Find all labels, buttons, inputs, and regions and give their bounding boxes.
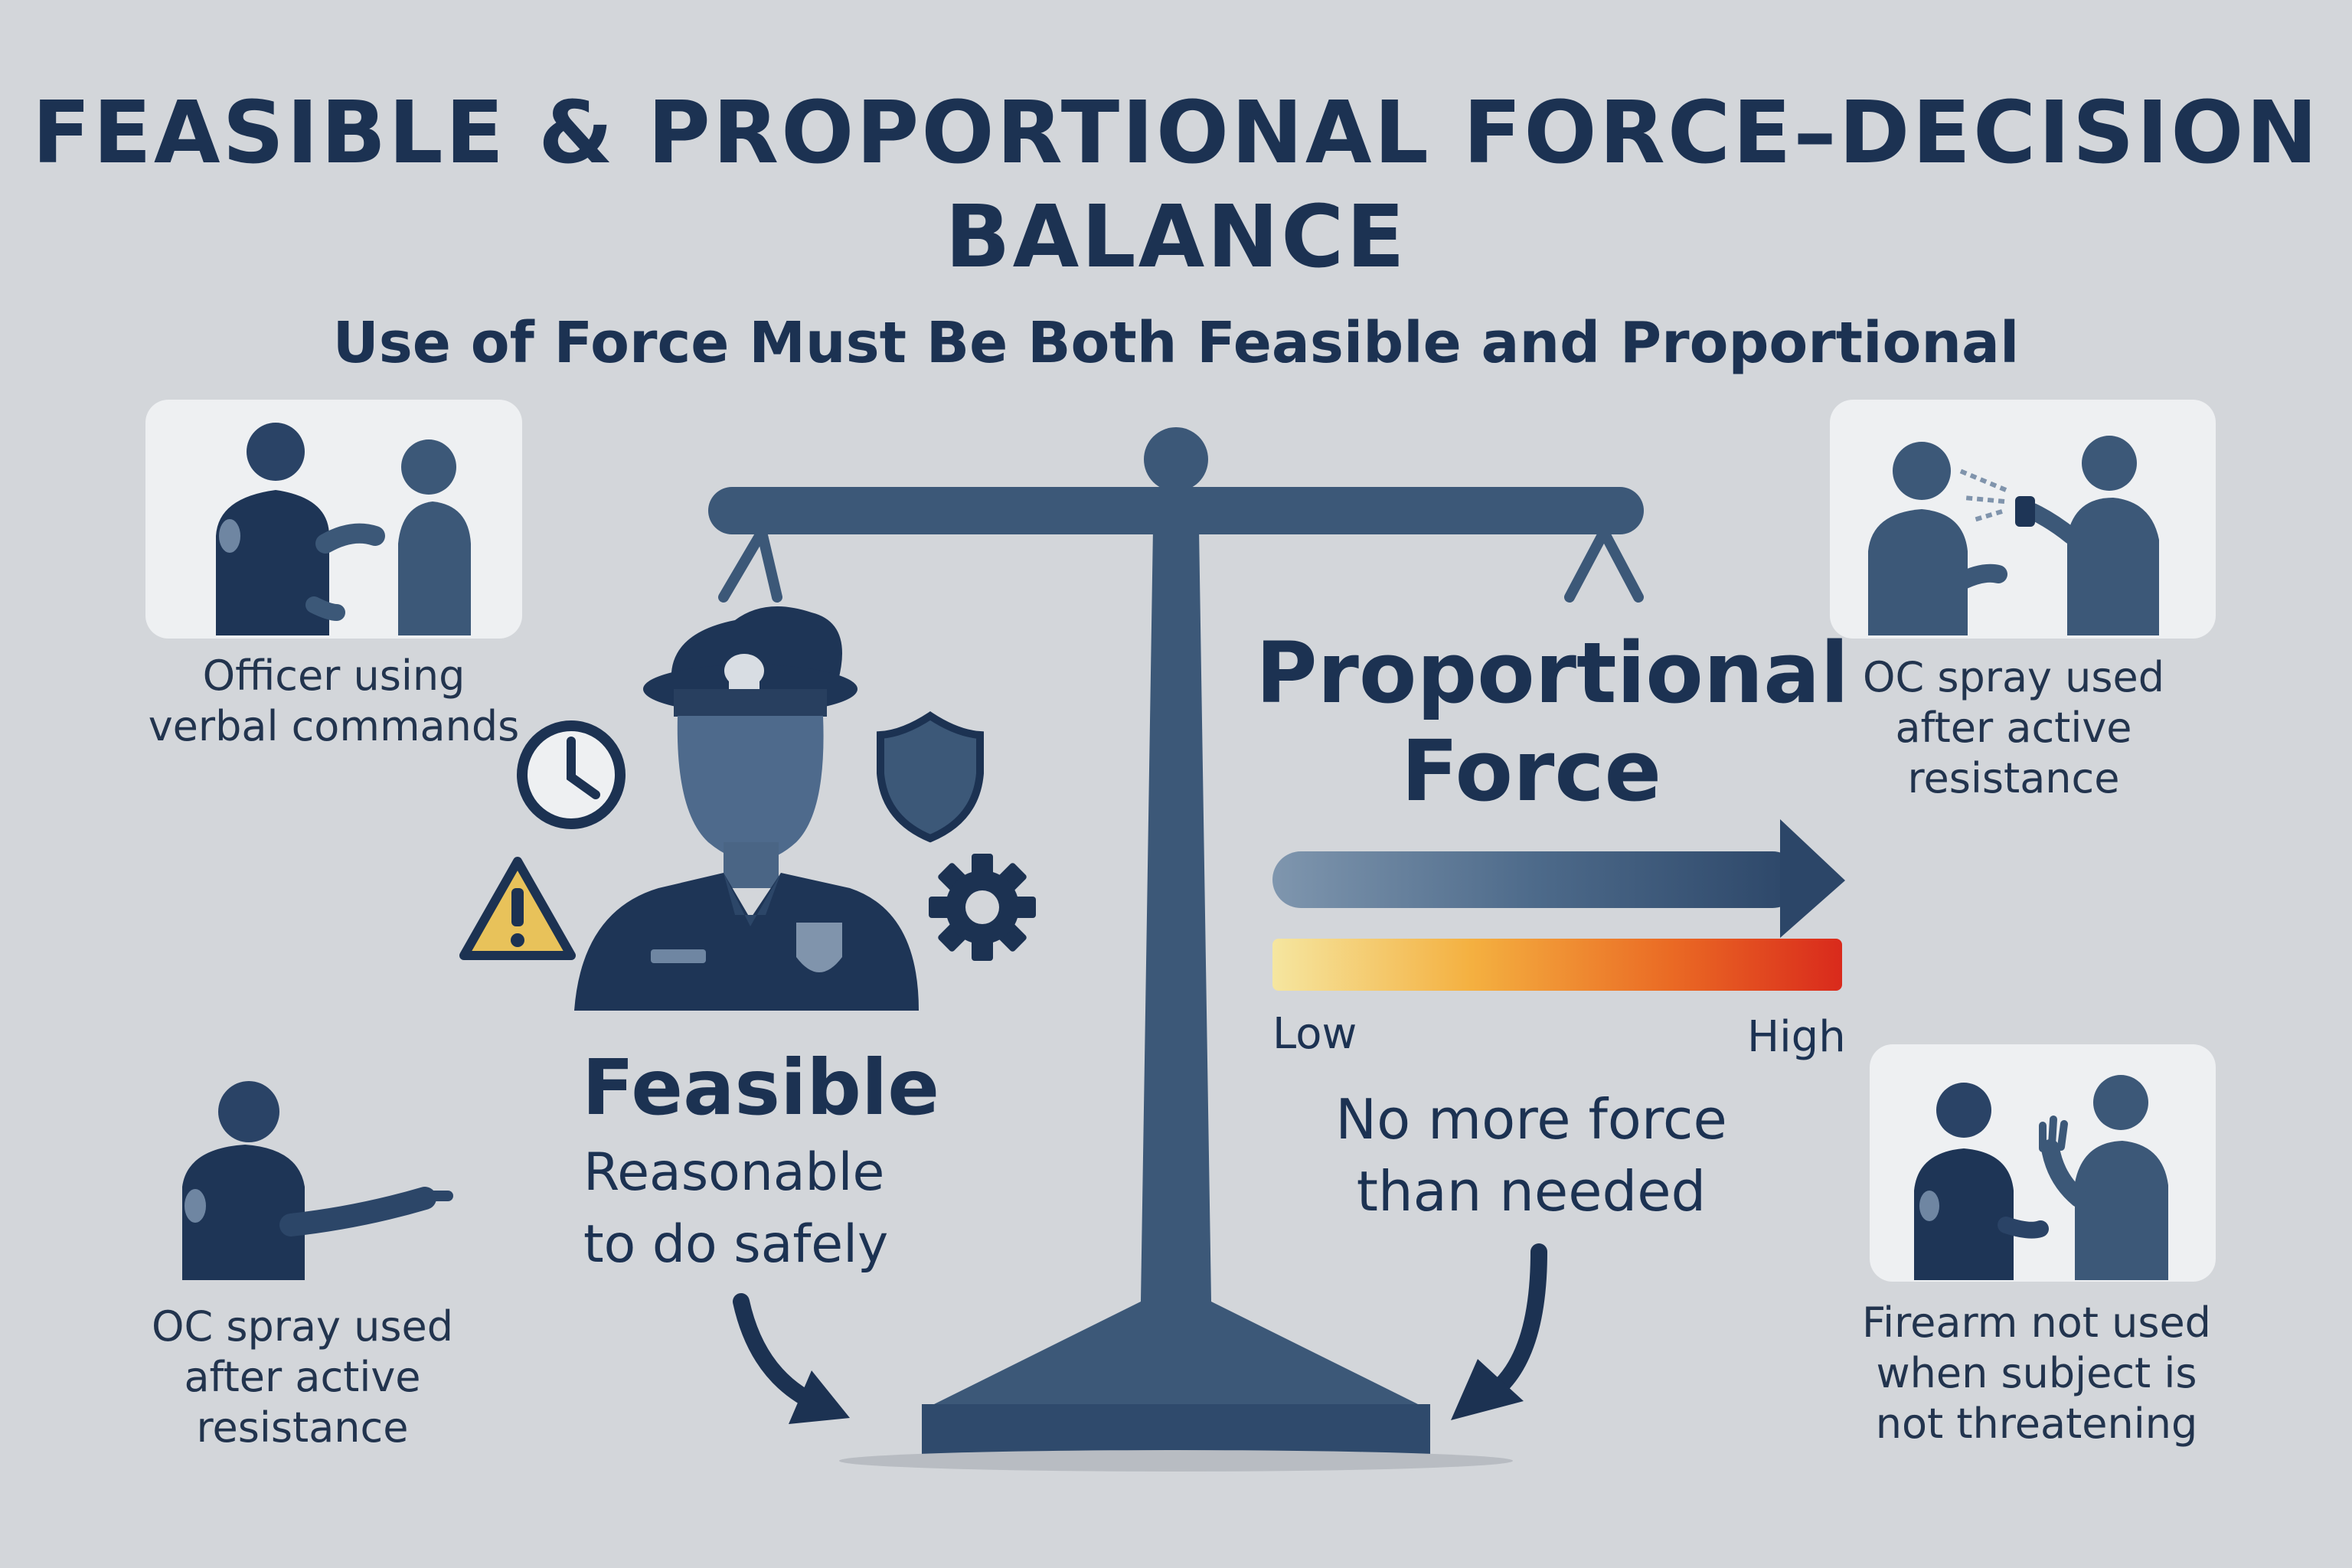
clock-icon [517, 720, 626, 829]
feasible-curved-arrow [733, 1293, 850, 1424]
scenario-image-bottom-right [1914, 1075, 2168, 1280]
proportional-description: No more force than needed [1335, 1087, 1727, 1223]
caption-bottom-left: OC spray used after active resistance [151, 1302, 454, 1452]
title-line-1: FEASIBLE & PROPORTIONAL FORCE–DECISION [31, 83, 2321, 183]
feasible-heading: Feasible [582, 1043, 940, 1132]
warning-icon [459, 857, 576, 960]
shield-icon [877, 711, 984, 843]
balance-scale-icon [708, 427, 1644, 1472]
proportional-heading: Proportional Force [1256, 624, 1850, 820]
gear-icon [929, 854, 1036, 961]
force-level-gradient-bar [1272, 939, 1842, 991]
scenario-image-top-right [1868, 436, 2159, 635]
caption-top-left: Officer using verbal commands [148, 652, 520, 750]
force-scale-arrow [1272, 819, 1845, 938]
scenario-image-bottom-left [182, 1081, 453, 1280]
scale-label-high: High [1747, 1012, 1846, 1062]
officer-icon [574, 606, 919, 1011]
caption-bottom-right: Firearm not used when subject is not thr… [1862, 1298, 2211, 1448]
proportional-curved-arrow [1451, 1243, 1547, 1420]
title-line-2: BALANCE [945, 188, 1407, 287]
caption-top-right: OC spray used after active resistance [1862, 653, 2165, 802]
subtitle: Use of Force Must Be Both Feasible and P… [332, 310, 2020, 376]
scenario-image-top-left [216, 423, 471, 635]
feasible-description: Reasonable to do safely [583, 1142, 889, 1275]
scale-label-low: Low [1272, 1009, 1357, 1059]
